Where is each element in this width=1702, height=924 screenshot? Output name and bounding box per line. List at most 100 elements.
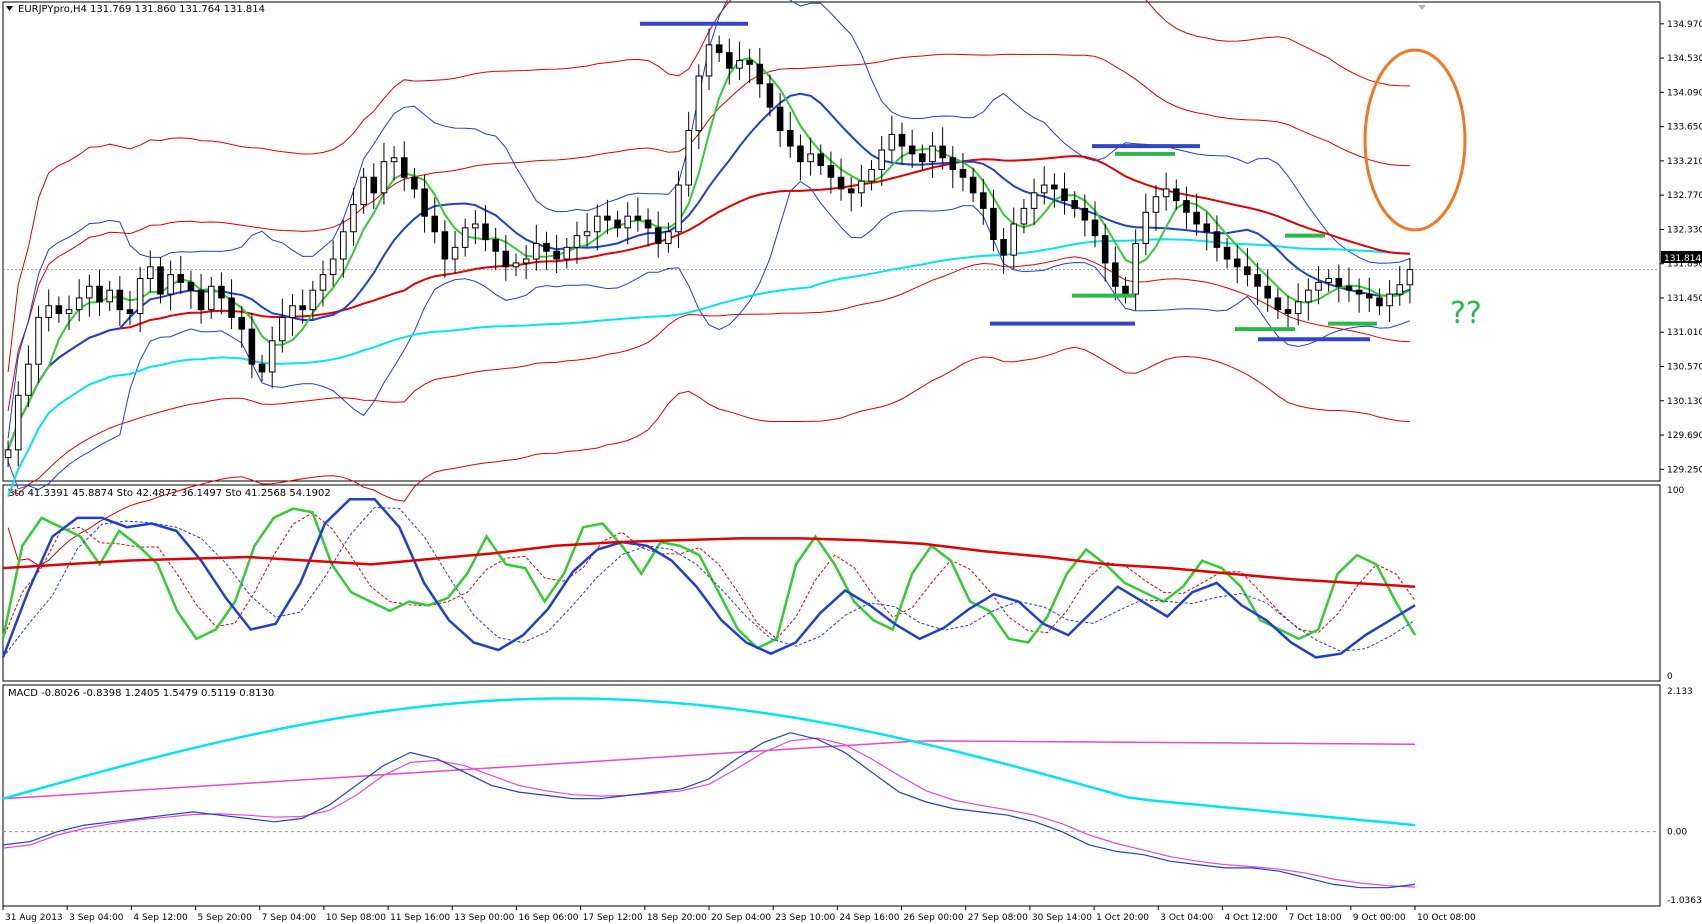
annotation-ellipse — [1363, 48, 1467, 232]
candle-body — [1183, 200, 1190, 213]
candle-body — [908, 145, 916, 155]
candle-body — [533, 242, 540, 260]
time-tick-label: 13 Sep 00:00 — [454, 913, 514, 923]
time-tick-label: 4 Sep 12:00 — [133, 913, 188, 923]
candle-body — [238, 316, 246, 330]
time-tick-label: 31 Aug 2013 — [5, 913, 63, 923]
stochastic-main-line — [1, 507, 1417, 650]
price-tick-label: 134.970 — [1667, 20, 1702, 30]
candle-body — [1335, 277, 1343, 287]
candle-body — [1091, 219, 1099, 237]
candle-body — [583, 231, 591, 237]
candle-body — [187, 281, 195, 291]
time-tick-label: 27 Sep 08:00 — [968, 913, 1028, 923]
candle-body — [400, 157, 408, 178]
price-tick-label: 131.450 — [1667, 294, 1702, 304]
candle-body — [157, 266, 164, 295]
time-tick-label: 20 Sep 04:00 — [711, 913, 771, 923]
candle-body — [746, 59, 753, 65]
candle-body — [847, 188, 855, 194]
candle-body — [1030, 192, 1038, 209]
candle-body — [919, 153, 926, 163]
candle-body — [370, 176, 378, 194]
price-tick-label: 129.690 — [1667, 431, 1702, 441]
stochastic-tick-label: 100 — [1667, 486, 1684, 496]
stochastic-slow-line — [2, 537, 1416, 588]
price-tick-label: 132.330 — [1667, 225, 1702, 235]
time-tick-label: 7 Sep 04:00 — [262, 913, 317, 923]
candle-body — [228, 297, 235, 318]
candle-body — [807, 153, 814, 163]
candle-body — [868, 168, 875, 182]
candle-body — [573, 235, 581, 248]
macd-fast-ema-line — [2, 697, 1416, 827]
stochastic-main-line — [1, 498, 1416, 659]
candle-body — [715, 44, 723, 54]
stochastic-series-layer — [1, 498, 1417, 659]
candle-body — [106, 289, 113, 303]
candle-body — [695, 75, 703, 132]
candle-body — [25, 363, 32, 396]
candle-body — [726, 52, 733, 69]
candle-body — [116, 289, 124, 311]
candle-body — [167, 274, 174, 295]
stochastic-panel-frame — [2, 484, 1661, 682]
current-price-tag — [1661, 251, 1702, 263]
time-tick-label: 10 Oct 08:00 — [1417, 913, 1476, 923]
candle-body — [522, 258, 530, 264]
candle-body — [1284, 309, 1292, 315]
candle-body — [1152, 196, 1160, 213]
time-tick-label: 9 Oct 00:00 — [1353, 913, 1406, 923]
long-moving-average-line — [7, 238, 1410, 497]
candle-body — [1213, 231, 1221, 248]
macd-series-layer — [2, 697, 1660, 889]
price-tick-label: 133.650 — [1667, 123, 1702, 133]
candle-body — [969, 176, 977, 194]
candle-body — [1172, 188, 1180, 202]
candle-body — [1294, 301, 1302, 315]
price-tick-label: 130.570 — [1667, 363, 1702, 373]
macd-panel-info: MACD -0.8026 -0.8398 1.2405 1.5479 0.511… — [8, 688, 274, 699]
candle-body — [1051, 184, 1058, 190]
candle-body — [248, 328, 256, 365]
time-tick-label: 16 Sep 06:00 — [518, 913, 578, 923]
candle-body — [421, 188, 428, 217]
time-tick-label: 11 Sep 16:00 — [390, 913, 450, 923]
candle-body — [1406, 269, 1414, 286]
stochastic-tick-label: 0 — [1667, 672, 1673, 682]
candle-body — [1233, 258, 1241, 268]
candle-body — [1000, 239, 1007, 256]
candle-body — [147, 266, 154, 279]
time-tick-label: 30 Sep 14:00 — [1032, 913, 1092, 923]
candle-body — [736, 59, 743, 69]
candle-body — [979, 192, 987, 209]
stochastic-signal-line — [2, 506, 1416, 658]
candle-body — [1254, 274, 1261, 287]
price-tick-label: 132.770 — [1667, 191, 1702, 201]
macd-panel-frame — [2, 684, 1661, 907]
candle-body — [563, 246, 571, 260]
candle-body — [1071, 200, 1078, 209]
candle-body — [634, 215, 642, 221]
candle-body — [786, 130, 794, 147]
candle-body — [309, 289, 317, 311]
candle-body — [644, 219, 652, 229]
current-price-value: 131.814 — [1664, 254, 1701, 264]
candle-body — [878, 149, 885, 170]
symbol-menu-icon[interactable] — [6, 6, 13, 11]
scroll-marker-icon[interactable] — [1418, 5, 1426, 10]
time-tick-label: 7 Oct 18:00 — [1289, 913, 1342, 923]
price-tick-label: 131.010 — [1667, 328, 1702, 338]
time-tick-label: 4 Oct 12:00 — [1224, 913, 1277, 923]
candle-body — [1081, 207, 1089, 221]
candle-body — [390, 157, 398, 163]
price-tick-label: 134.530 — [1667, 54, 1702, 64]
price-tick-label: 133.210 — [1667, 157, 1702, 167]
candle-body — [218, 285, 225, 299]
candle-body — [959, 168, 967, 178]
candle-body — [766, 83, 774, 108]
price-tick-label: 131.890 — [1667, 260, 1702, 270]
candle-body — [96, 285, 103, 303]
